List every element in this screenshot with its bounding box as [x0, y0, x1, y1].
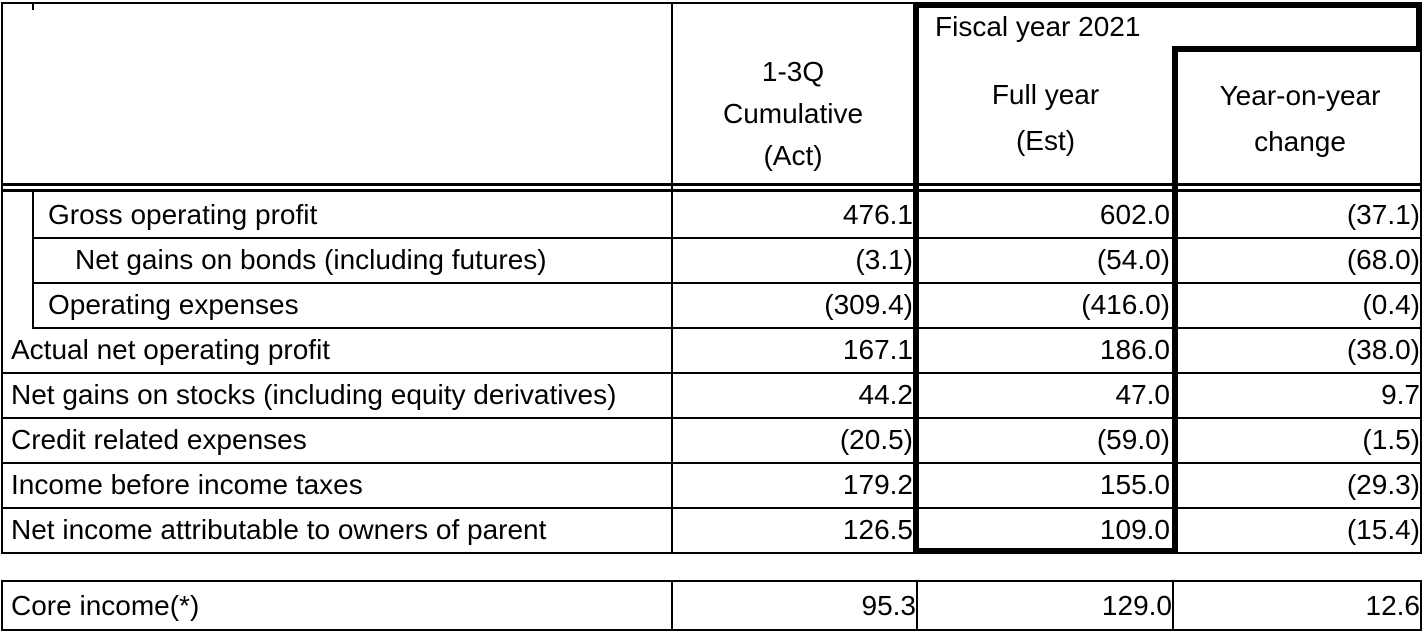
core-table-border-bottom	[1, 629, 1422, 631]
core-table-border-col2	[916, 580, 918, 631]
emphasis-box-step	[1172, 46, 1422, 52]
header-col-full-year-est: Full year (Est)	[921, 54, 1170, 182]
header-line: 1-3Q	[761, 56, 825, 87]
row-separator	[1, 417, 1422, 419]
emphasis-box-mid	[1172, 46, 1178, 554]
emphasis-box-bottom	[913, 548, 1178, 554]
core-table-border-left	[1, 580, 3, 631]
row-value-act: (3.1)	[855, 243, 913, 275]
header-fiscal-year-2021: Fiscal year 2021	[935, 11, 1141, 42]
row-label: Income before income taxes	[11, 468, 363, 500]
row-value-est: 155.0	[1099, 468, 1170, 500]
row-label: Operating expenses	[48, 288, 299, 320]
header-col-1-3q-cumulative-act: 1-3Q Cumulative (Act)	[673, 44, 913, 184]
header-col-year-on-year-change: Year-on-year change	[1180, 56, 1420, 182]
emphasis-box-left	[913, 2, 919, 554]
row-value-act: 95.3	[861, 589, 917, 621]
row-value-est: 47.0	[1115, 378, 1171, 410]
table-border-indent-tick	[32, 2, 34, 10]
core-table-border-col1	[671, 580, 673, 631]
row-value-act: 476.1	[842, 198, 913, 230]
row-value-act: 167.1	[842, 333, 913, 365]
table-border-left	[1, 2, 3, 554]
row-separator	[1, 462, 1422, 464]
header-double-rule-bottom	[1, 189, 1422, 192]
table-border-bottom	[1, 552, 1422, 554]
table-border-right	[1420, 2, 1422, 554]
row-label: Credit related expenses	[11, 423, 307, 455]
core-table-border-col3	[1172, 580, 1174, 631]
core-table-border-right	[1420, 580, 1422, 631]
table-border-top	[1, 2, 916, 4]
row-value-yoy: (29.3)	[1346, 468, 1420, 500]
core-table-border-top	[1, 580, 1422, 582]
row-value-est: 602.0	[1099, 198, 1170, 230]
row-label: Core income(*)	[11, 589, 200, 621]
row-separator	[32, 282, 1422, 284]
table-border-indent-col	[32, 192, 34, 329]
row-label: Net gains on bonds (including futures)	[75, 243, 547, 275]
row-value-est: (54.0)	[1096, 243, 1170, 275]
row-value-act: 44.2	[858, 378, 914, 410]
row-value-yoy: 12.6	[1365, 589, 1421, 621]
row-value-yoy: 9.7	[1381, 378, 1420, 410]
row-separator	[32, 237, 1422, 239]
emphasis-box-top	[913, 2, 1422, 8]
header-line: change	[1254, 126, 1346, 157]
header-line: Cumulative	[722, 98, 864, 129]
header-line: (Act)	[763, 140, 823, 171]
header-line: (Est)	[1015, 125, 1076, 156]
row-label: Net income attributable to owners of par…	[11, 513, 547, 545]
row-value-yoy: (38.0)	[1346, 333, 1420, 365]
header-line: Year-on-year	[1219, 80, 1381, 111]
row-value-act: 126.5	[842, 513, 913, 545]
header-double-rule-top	[1, 183, 1422, 186]
row-value-act: (309.4)	[824, 288, 913, 320]
row-value-yoy: (1.5)	[1362, 423, 1420, 455]
row-label: Gross operating profit	[48, 198, 318, 230]
row-separator	[1, 507, 1422, 509]
row-value-est: 129.0	[1101, 589, 1172, 621]
row-value-yoy: (68.0)	[1346, 243, 1420, 275]
row-value-est: 109.0	[1099, 513, 1170, 545]
row-value-yoy: (37.1)	[1346, 198, 1420, 230]
row-value-est: (59.0)	[1096, 423, 1170, 455]
row-value-act: 179.2	[842, 468, 913, 500]
row-separator	[1, 372, 1422, 374]
row-value-act: (20.5)	[839, 423, 913, 455]
row-value-yoy: (15.4)	[1346, 513, 1420, 545]
header-line: Full year	[991, 79, 1100, 110]
table-border-label-col	[671, 2, 673, 554]
row-label: Net gains on stocks (including equity de…	[11, 378, 617, 410]
row-value-est: (416.0)	[1081, 288, 1170, 320]
emphasis-box-right-top	[1416, 2, 1422, 52]
row-value-est: 186.0	[1099, 333, 1170, 365]
row-separator	[32, 327, 1422, 329]
row-value-yoy: (0.4)	[1362, 288, 1420, 320]
row-label: Actual net operating profit	[11, 333, 331, 365]
